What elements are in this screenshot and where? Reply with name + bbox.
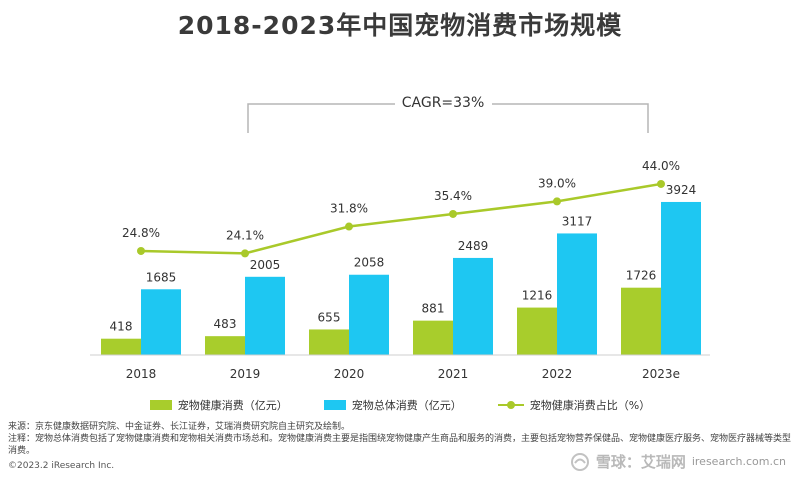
legend-ratio-swatch: [497, 400, 524, 410]
ratio-value-label: 24.8%: [122, 226, 160, 240]
copyright: ©2023.2 iResearch Inc.: [8, 461, 115, 471]
x-tick-label: 2018: [126, 367, 157, 381]
health-bar: [621, 287, 661, 355]
total-bar: [453, 257, 493, 355]
total-bar: [349, 274, 389, 355]
legend-health: 宠物健康消费（亿元）: [149, 397, 288, 413]
x-tick-label: 2022: [542, 367, 573, 381]
health-bar-value-label: 655: [318, 310, 341, 324]
x-axis: 2018 2019 2020 2021 2022 2023e: [90, 354, 710, 381]
legend-total: 宠物总体消费（亿元）: [323, 397, 462, 413]
watermark-url: iresearch.com.cn: [691, 455, 786, 468]
ratio-point: [553, 197, 561, 206]
total-bar-value-label: 2005: [250, 258, 281, 272]
ratio-line-path: [140, 182, 662, 255]
total-bar: [557, 233, 597, 355]
legend-health-label: 宠物健康消费（亿元）: [177, 399, 288, 412]
page-title: 2018-2023年中国宠物消费市场规模: [177, 11, 623, 40]
total-bar-value-label: 3117: [562, 214, 593, 228]
legend-total-label: 宠物总体消费（亿元）: [351, 399, 462, 412]
health-bar-value-label: 881: [422, 302, 445, 316]
health-bar: [309, 329, 349, 355]
x-tick-label: 2021: [438, 367, 469, 381]
legend-health-swatch: [149, 400, 172, 410]
cagr-bracket: [247, 103, 649, 133]
watermark-brand: 雪球：艾瑞网: [595, 453, 686, 471]
health-bar-value-label: 483: [214, 317, 237, 331]
ratio-point: [137, 246, 145, 255]
legend: 宠物健康消费（亿元） 宠物总体消费（亿元） 宠物健康消费占比（%）: [0, 397, 800, 413]
total-bar-value-label: 2058: [354, 256, 385, 270]
chart: CAGR=33% 418 1685 483 2005 655 2058 881 2489 121…: [90, 95, 710, 381]
ratio-value-label: 39.0%: [538, 176, 576, 190]
total-bar-value-label: 3924: [666, 183, 697, 197]
snowball-logo-icon: [570, 452, 589, 471]
health-bar: [517, 307, 557, 355]
x-tick-label: 2019: [230, 367, 261, 381]
health-bar-value-label: 418: [110, 320, 133, 334]
ratio-value-label: 31.8%: [330, 202, 368, 216]
health-bar: [101, 338, 141, 355]
ratio-value-label: 44.0%: [642, 159, 680, 173]
cagr-label: CAGR=33%: [402, 95, 485, 111]
ratio-point: [657, 179, 665, 188]
cagr-bracket-left: [247, 103, 395, 133]
total-bar: [661, 201, 701, 355]
total-bar: [245, 276, 285, 355]
bars: 418 1685 483 2005 655 2058 881 2489 1216 3117 1726…: [101, 183, 701, 355]
x-tick-label: 2023e: [642, 367, 680, 381]
source-note: 来源：京东健康数据研究院、中金证券、长江证券，艾瑞消费研究院自主研究及绘制。: [8, 422, 351, 432]
ratio-value-label: 35.4%: [434, 189, 472, 203]
legend-ratio-label: 宠物健康消费占比（%）: [529, 399, 651, 412]
total-bar-value-label: 2489: [458, 239, 489, 253]
ratio-point: [449, 209, 457, 218]
total-bar: [141, 289, 181, 355]
total-bar-value-label: 1685: [146, 270, 177, 284]
watermark: 雪球：艾瑞网 iresearch.com.cn: [570, 451, 786, 472]
ratio-value-label: 24.1%: [226, 228, 264, 242]
cagr-bracket-right: [492, 103, 649, 133]
x-tick-label: 2020: [334, 367, 365, 381]
remark-note: 注释：宠物总体消费包括了宠物健康消费和宠物相关消费市场总和。宠物健康消费主要是指…: [8, 434, 792, 456]
legend-ratio: 宠物健康消费占比（%）: [497, 397, 651, 413]
ratio-point: [241, 249, 249, 258]
legend-total-swatch: [323, 400, 346, 410]
health-bar: [205, 336, 245, 355]
health-bar: [413, 320, 453, 355]
health-bar-value-label: 1726: [626, 269, 657, 283]
footnotes: 来源：京东健康数据研究院、中金证券、长江证券，艾瑞消费研究院自主研究及绘制。 注…: [8, 421, 794, 457]
health-bar-value-label: 1216: [522, 289, 553, 303]
ratio-point: [345, 222, 353, 231]
ratio-line: 24.8% 24.1% 31.8% 35.4% 39.0% 44.0%: [122, 159, 680, 258]
